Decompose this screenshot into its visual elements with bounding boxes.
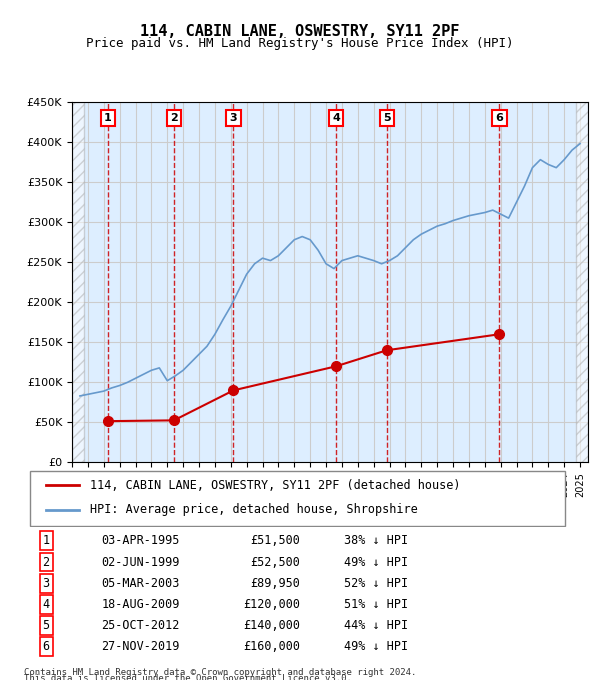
Text: This data is licensed under the Open Government Licence v3.0.: This data is licensed under the Open Gov… bbox=[24, 675, 352, 680]
Text: 2: 2 bbox=[43, 556, 50, 568]
Text: 4: 4 bbox=[332, 113, 340, 123]
Text: Contains HM Land Registry data © Crown copyright and database right 2024.: Contains HM Land Registry data © Crown c… bbox=[24, 668, 416, 677]
Text: 03-APR-1995: 03-APR-1995 bbox=[101, 534, 179, 547]
Text: 18-AUG-2009: 18-AUG-2009 bbox=[101, 598, 179, 611]
FancyBboxPatch shape bbox=[29, 471, 565, 526]
Text: 1: 1 bbox=[104, 113, 112, 123]
Text: 27-NOV-2019: 27-NOV-2019 bbox=[101, 641, 179, 653]
Text: 114, CABIN LANE, OSWESTRY, SY11 2PF (detached house): 114, CABIN LANE, OSWESTRY, SY11 2PF (det… bbox=[90, 479, 461, 492]
Text: £140,000: £140,000 bbox=[243, 619, 300, 632]
Text: 2: 2 bbox=[170, 113, 178, 123]
Text: 6: 6 bbox=[496, 113, 503, 123]
Text: Price paid vs. HM Land Registry's House Price Index (HPI): Price paid vs. HM Land Registry's House … bbox=[86, 37, 514, 50]
Text: 5: 5 bbox=[43, 619, 50, 632]
Text: 4: 4 bbox=[43, 598, 50, 611]
Text: 3: 3 bbox=[43, 577, 50, 590]
Text: 38% ↓ HPI: 38% ↓ HPI bbox=[344, 534, 408, 547]
Text: 25-OCT-2012: 25-OCT-2012 bbox=[101, 619, 179, 632]
Text: 6: 6 bbox=[43, 641, 50, 653]
Text: 52% ↓ HPI: 52% ↓ HPI bbox=[344, 577, 408, 590]
Text: £52,500: £52,500 bbox=[250, 556, 300, 568]
Text: 49% ↓ HPI: 49% ↓ HPI bbox=[344, 556, 408, 568]
Text: 1: 1 bbox=[43, 534, 50, 547]
Text: 05-MAR-2003: 05-MAR-2003 bbox=[101, 577, 179, 590]
Text: £51,500: £51,500 bbox=[250, 534, 300, 547]
Text: £120,000: £120,000 bbox=[243, 598, 300, 611]
Bar bbox=[72, 102, 84, 462]
Text: 49% ↓ HPI: 49% ↓ HPI bbox=[344, 641, 408, 653]
Text: £89,950: £89,950 bbox=[250, 577, 300, 590]
Text: 02-JUN-1999: 02-JUN-1999 bbox=[101, 556, 179, 568]
Text: 5: 5 bbox=[383, 113, 391, 123]
Text: £160,000: £160,000 bbox=[243, 641, 300, 653]
Text: 51% ↓ HPI: 51% ↓ HPI bbox=[344, 598, 408, 611]
Text: 114, CABIN LANE, OSWESTRY, SY11 2PF: 114, CABIN LANE, OSWESTRY, SY11 2PF bbox=[140, 24, 460, 39]
Text: HPI: Average price, detached house, Shropshire: HPI: Average price, detached house, Shro… bbox=[90, 503, 418, 516]
Text: 44% ↓ HPI: 44% ↓ HPI bbox=[344, 619, 408, 632]
Text: 3: 3 bbox=[230, 113, 237, 123]
